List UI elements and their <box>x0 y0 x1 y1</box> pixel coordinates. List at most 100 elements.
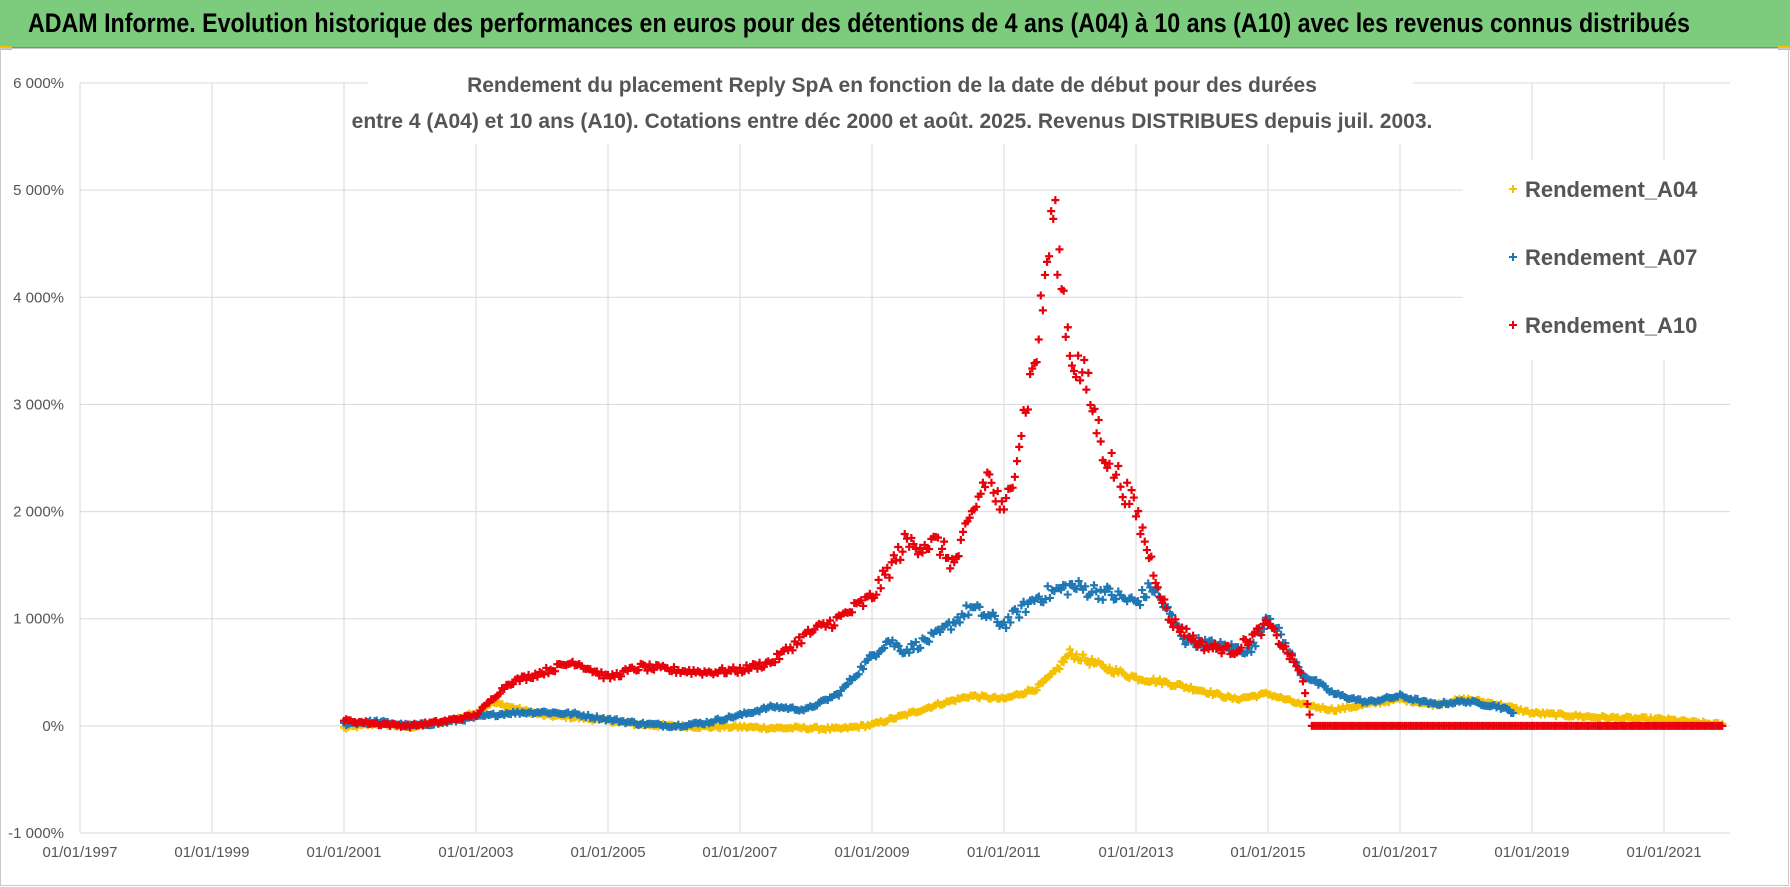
legend-marker <box>1509 185 1517 193</box>
title-banner: ADAM Informe. Evolution historique des p… <box>0 0 1790 48</box>
y-tick-label: 5 000% <box>13 182 64 199</box>
data-point <box>1215 643 1224 652</box>
data-point <box>898 547 907 556</box>
data-point <box>1057 585 1066 594</box>
data-point <box>1049 214 1058 223</box>
data-point <box>876 584 885 593</box>
data-point <box>509 680 518 689</box>
data-point <box>1017 431 1026 440</box>
data-point <box>1246 637 1255 646</box>
data-point <box>907 640 916 649</box>
data-point <box>976 489 985 498</box>
data-point <box>1080 355 1089 364</box>
data-point <box>650 665 659 674</box>
x-tick-label: 01/01/2011 <box>967 844 1041 861</box>
data-point <box>1038 306 1047 315</box>
data-point <box>964 610 973 619</box>
x-tick-label: 01/01/2017 <box>1362 844 1437 861</box>
data-point <box>1063 590 1072 599</box>
data-point <box>1257 631 1266 640</box>
data-point <box>885 573 894 582</box>
data-point <box>1105 459 1114 468</box>
data-point <box>759 662 768 671</box>
legend: Rendement_A04 Rendement_A07 Rendement_A10 <box>1509 177 1698 338</box>
data-point <box>617 672 626 681</box>
y-tick-label: 0% <box>42 718 64 735</box>
data-point <box>1096 585 1105 594</box>
data-point <box>856 596 865 605</box>
series-Rendement_A10 <box>340 196 1727 732</box>
data-point <box>960 612 969 621</box>
data-point <box>881 570 890 579</box>
data-point <box>797 639 806 648</box>
data-point <box>775 654 784 663</box>
data-point <box>1105 663 1114 672</box>
data-point <box>718 664 727 673</box>
data-point <box>965 513 974 522</box>
data-point <box>1175 627 1184 636</box>
data-point <box>1142 546 1151 555</box>
data-point <box>859 664 868 673</box>
data-point <box>1247 647 1256 656</box>
data-point <box>991 611 1000 620</box>
data-point <box>1051 196 1060 205</box>
data-point <box>900 529 909 538</box>
data-point <box>1076 376 1085 385</box>
data-point <box>909 540 918 549</box>
data-point <box>997 497 1006 506</box>
data-point <box>889 551 898 560</box>
data-point <box>1255 624 1264 633</box>
data-point <box>987 478 996 487</box>
series-Rendement_A04 <box>340 645 1727 734</box>
data-point <box>1081 582 1090 591</box>
data-point <box>1085 660 1094 669</box>
data-point <box>894 542 903 551</box>
data-point <box>1138 523 1147 532</box>
data-point <box>529 674 538 683</box>
y-axis-ticks: -1 000% 0% 1 000% 2 000% 3 000% 4 000% 5 000% 6… <box>8 75 64 842</box>
y-tick-label: 6 000% <box>13 75 64 92</box>
data-point <box>826 616 835 625</box>
data-point <box>1004 613 1013 622</box>
data-point <box>1241 635 1250 644</box>
data-point <box>1146 583 1155 592</box>
data-point <box>1149 571 1158 580</box>
data-point <box>634 666 643 675</box>
data-point <box>1094 415 1103 424</box>
x-tick-label: 01/01/1999 <box>174 844 249 861</box>
data-point <box>883 563 892 572</box>
data-point <box>1096 437 1105 446</box>
data-point <box>911 544 920 553</box>
data-point <box>1087 655 1096 664</box>
data-point <box>916 643 925 652</box>
data-point <box>1125 499 1134 508</box>
x-tick-label: 01/01/2001 <box>306 844 381 861</box>
data-point <box>1166 618 1175 627</box>
x-tick-label: 01/01/2009 <box>834 844 909 861</box>
data-point <box>894 641 903 650</box>
data-point <box>1127 486 1136 495</box>
plot-area <box>340 196 1727 734</box>
data-point <box>1290 657 1299 666</box>
data-point <box>1070 367 1078 376</box>
data-point <box>1036 291 1045 300</box>
data-point <box>1281 642 1290 651</box>
data-point <box>1144 579 1153 588</box>
data-point <box>1118 493 1127 502</box>
data-point <box>1045 593 1054 602</box>
data-point <box>788 646 797 655</box>
data-point <box>1092 587 1101 596</box>
y-tick-label: 1 000% <box>13 611 64 628</box>
data-point <box>950 558 959 567</box>
data-point <box>1023 405 1032 414</box>
data-point <box>1168 611 1177 620</box>
data-point <box>551 667 560 676</box>
data-point <box>1045 252 1054 261</box>
data-point <box>1090 581 1099 590</box>
banner-title: ADAM Informe. Evolution historique des p… <box>28 8 1690 38</box>
y-tick-label: 4 000% <box>13 289 64 306</box>
data-point <box>533 672 542 681</box>
data-point <box>1059 658 1068 667</box>
x-tick-label: 01/01/2007 <box>702 844 777 861</box>
data-point <box>1010 472 1019 481</box>
